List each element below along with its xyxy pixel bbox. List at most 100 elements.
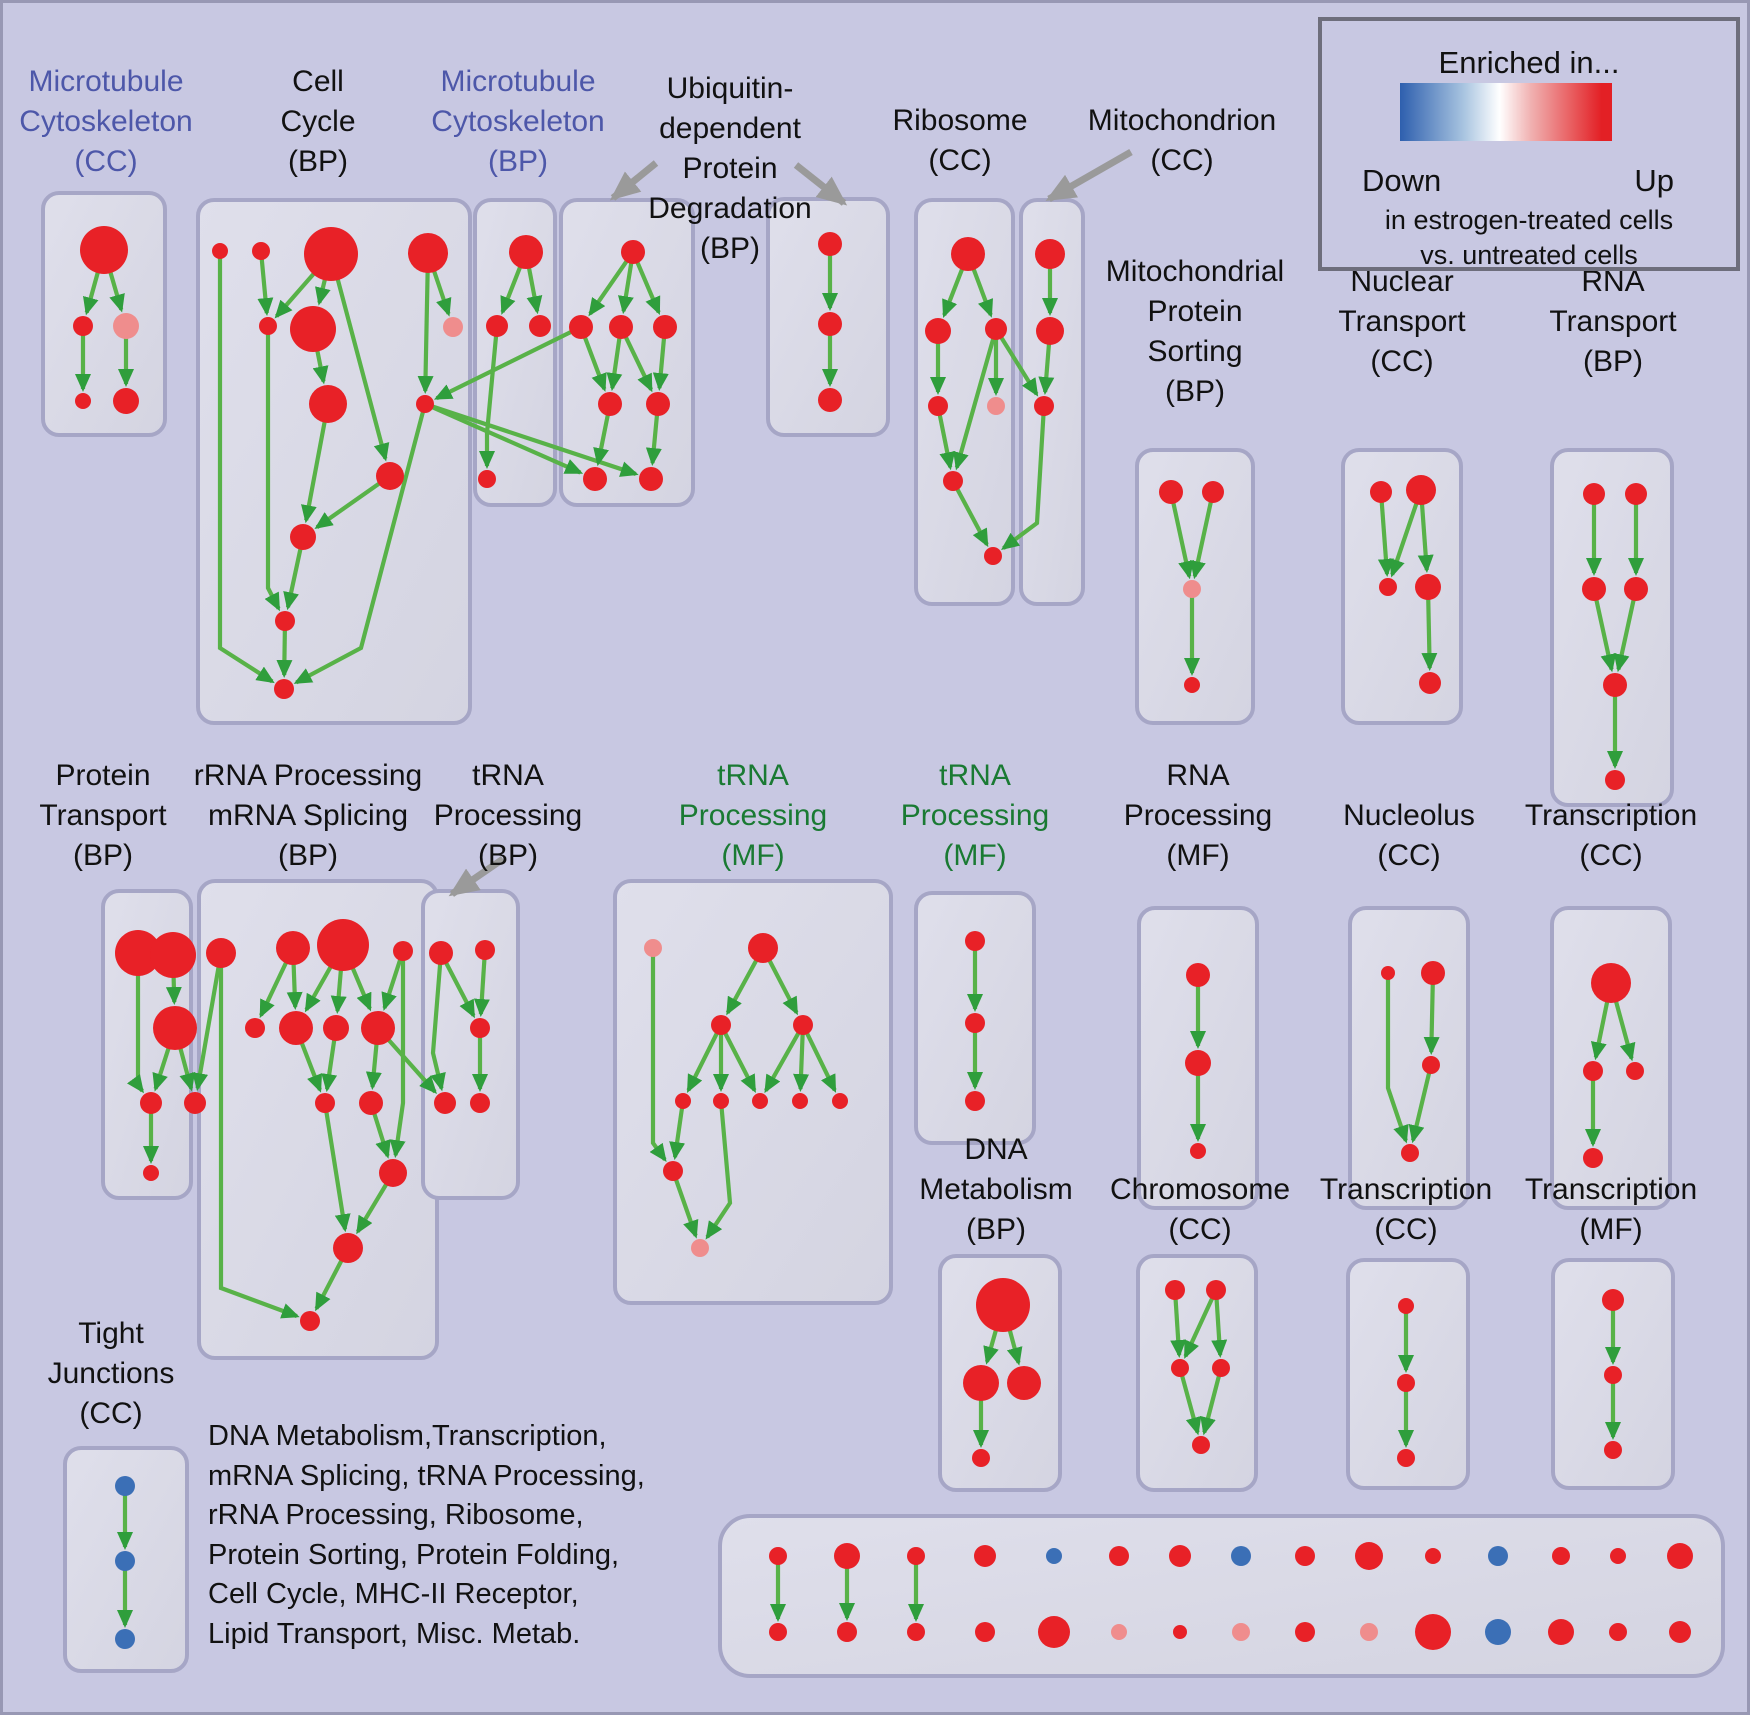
node-mcc1 [80, 226, 128, 274]
label-line: Processing [679, 799, 827, 832]
node-rb1 [951, 237, 985, 271]
label-line: Cytoskeleton [431, 105, 604, 138]
node-nt5 [1419, 672, 1441, 694]
edge-n2-n3 [1423, 972, 1440, 1056]
edge-ub1-ub2 [588, 250, 635, 317]
node-t1 [429, 941, 453, 965]
node-bb1 [837, 1622, 857, 1642]
label-line: DNA [964, 1133, 1027, 1166]
label-line: Metabolism [919, 1173, 1072, 1206]
label-line: Nucleolus [1343, 799, 1475, 832]
node-rt6 [1605, 770, 1625, 790]
node-pt1 [115, 930, 161, 976]
misc-line: Cell Cycle, MHC-II Receptor, [208, 1578, 579, 1610]
node-m2 [748, 933, 778, 963]
group-box-bottom-strip [718, 1514, 1725, 1678]
label-line: (MF) [721, 839, 784, 872]
label-line: Cell [292, 65, 344, 98]
node-rt5 [1603, 673, 1627, 697]
label-line: Mitochondrion [1088, 104, 1276, 137]
node-ms1 [1159, 480, 1183, 504]
label-tight-junctions: Tight Junctions (CC) [48, 1317, 175, 1430]
node-cc7 [443, 317, 463, 337]
edge-ch2-ch4 [1211, 1289, 1228, 1359]
node-n3 [1422, 1056, 1440, 1074]
label-trna-mf-1: tRNA Processing (MF) [679, 759, 827, 872]
node-y1 [1398, 1298, 1414, 1314]
node-rt4 [1624, 577, 1648, 601]
label-line: (CC) [74, 145, 137, 178]
node-bb6 [1173, 1625, 1187, 1639]
node-tj3 [115, 1629, 135, 1649]
node-r13 [300, 1311, 320, 1331]
label-line: Protein [1147, 295, 1242, 328]
node-m9 [832, 1093, 848, 1109]
node-z1 [1602, 1289, 1624, 1311]
edge-m4-m7 [764, 1023, 805, 1094]
node-bb13 [1609, 1623, 1627, 1641]
node-bb8 [1295, 1622, 1315, 1642]
label-chromosome: Chromosome (CC) [1110, 1173, 1290, 1246]
label-line: (CC) [928, 144, 991, 177]
node-m7 [752, 1093, 768, 1109]
node-mb2 [486, 315, 508, 337]
node-bt2 [907, 1547, 925, 1565]
edge-m10-m11 [671, 1170, 699, 1239]
label-line: mRNA Splicing [208, 799, 408, 832]
label-line: dependent [659, 112, 801, 145]
node-rb6 [943, 471, 963, 491]
node-rb5 [987, 397, 1005, 415]
annotation-arrow-2 [1045, 148, 1133, 203]
label-line: tRNA [939, 759, 1011, 792]
edge-mt3-rb7 [1001, 405, 1047, 551]
legend-up-label: Up [1634, 163, 1674, 198]
node-t3 [470, 1018, 490, 1038]
label-line: tRNA [472, 759, 544, 792]
misc-line: Lipid Transport, Misc. Metab. [208, 1617, 581, 1650]
label-transcription-cc-3: Transcription (CC) [1320, 1173, 1492, 1246]
node-s3 [965, 1091, 985, 1111]
edge-cc9-ub7 [424, 402, 584, 475]
label-line: (CC) [1150, 144, 1213, 177]
edge-r9-r12 [322, 1102, 351, 1233]
node-bt8 [1295, 1546, 1315, 1566]
label-line: Microtubule [440, 65, 595, 98]
node-mt1 [1035, 239, 1065, 269]
label-line: (BP) [700, 232, 760, 265]
node-ub6 [646, 392, 670, 416]
node-r1 [206, 938, 236, 968]
label-line: (CC) [1377, 839, 1440, 872]
node-bb10 [1415, 1614, 1451, 1650]
label-transcription-cc-2: Transcription (CC) [1525, 799, 1697, 872]
edge-cc8-cc11 [301, 403, 331, 524]
label-line: rRNA Processing [194, 759, 422, 792]
label-line: Mitochondrial [1106, 255, 1284, 288]
node-z2 [1604, 1366, 1622, 1384]
label-line: Processing [1124, 799, 1272, 832]
node-rb7 [984, 547, 1002, 565]
edge-m4-m9 [801, 1024, 837, 1093]
node-cc13 [274, 679, 294, 699]
node-r8 [361, 1011, 395, 1045]
node-rt1 [1583, 483, 1605, 505]
edge-rb3-rb6 [953, 328, 999, 471]
node-nt2 [1406, 475, 1436, 505]
node-bb2 [907, 1623, 925, 1641]
node-cc8 [309, 385, 347, 423]
node-t5 [470, 1093, 490, 1113]
node-r10 [359, 1091, 383, 1115]
node-bt0 [769, 1547, 787, 1565]
edge-rt3-rt5 [1591, 588, 1617, 673]
edge-m1-m10 [649, 948, 667, 1163]
label-line: (BP) [478, 839, 538, 872]
node-bt5 [1109, 1546, 1129, 1566]
misc-cluster-text: DNA Metabolism,Transcription, mRNA Splic… [208, 1417, 645, 1654]
node-bb3 [975, 1622, 995, 1642]
node-cc4 [408, 233, 448, 273]
annotation-arrow-3 [448, 856, 505, 897]
node-r6 [279, 1011, 313, 1045]
node-r5 [245, 1018, 265, 1038]
node-mcc4 [75, 393, 91, 409]
node-bt1 [834, 1543, 860, 1569]
label-line: Chromosome [1110, 1173, 1290, 1206]
